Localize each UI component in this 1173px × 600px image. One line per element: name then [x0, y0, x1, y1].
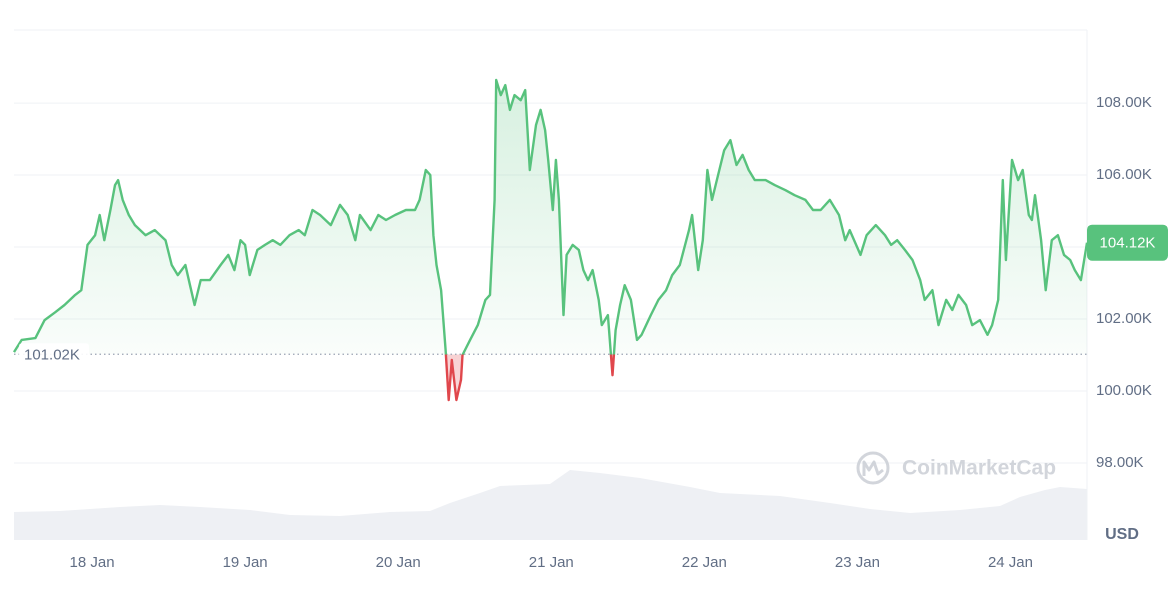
- x-tick-label: 19 Jan: [223, 554, 268, 571]
- x-tick-label: 21 Jan: [529, 554, 574, 571]
- watermark: CoinMarketCap: [856, 451, 1056, 485]
- watermark-text: CoinMarketCap: [902, 457, 1056, 480]
- price-line: [12, 78, 1089, 402]
- x-tick-label: 22 Jan: [682, 554, 727, 571]
- baseline-label-bg: [19, 343, 89, 366]
- price-area: [14, 80, 1087, 400]
- y-axis-label: USD: [1105, 526, 1139, 543]
- x-tick-label: 24 Jan: [988, 554, 1033, 571]
- x-tick-label: 18 Jan: [70, 554, 115, 571]
- volume-area: [14, 470, 1087, 540]
- y-tick-label: 98.00K: [1096, 454, 1144, 471]
- y-tick-label: 100.00K: [1096, 382, 1152, 399]
- y-tick-label: 108.00K: [1096, 94, 1152, 111]
- current-price-label: 104.12K: [1100, 235, 1156, 252]
- x-tick-label: 20 Jan: [376, 554, 421, 571]
- current-price-tag: [1087, 224, 1168, 261]
- baseline-label: 101.02K: [24, 346, 80, 363]
- x-tick-label: 23 Jan: [835, 554, 880, 571]
- y-tick-label: 106.00K: [1096, 166, 1152, 183]
- y-tick-label: 102.00K: [1096, 310, 1152, 327]
